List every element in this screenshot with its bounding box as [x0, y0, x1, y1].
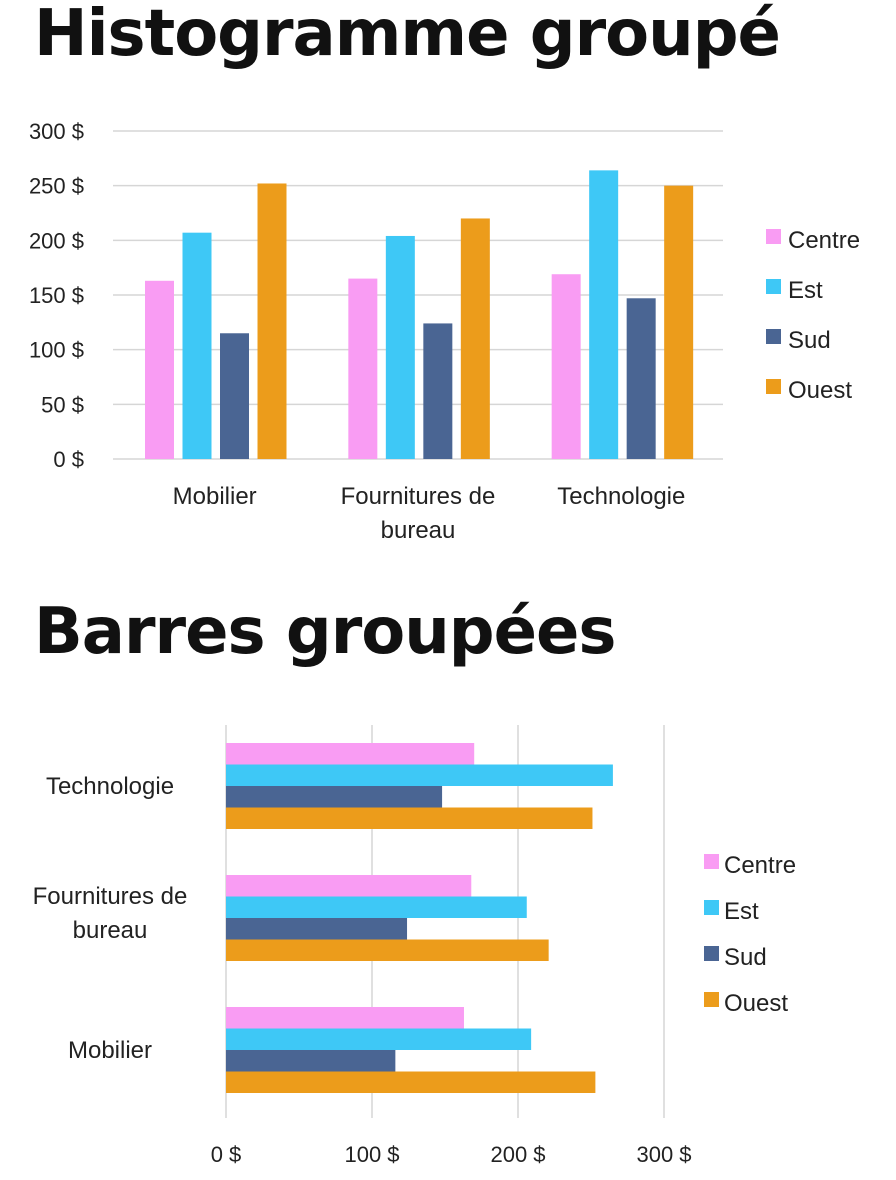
bar-fournitures-de-bureau-ouest — [226, 939, 549, 961]
y-category-label: Technologie — [46, 773, 174, 800]
bar-fournitures-de-bureau-sud — [226, 918, 408, 940]
bar-technologie-ouest — [664, 185, 694, 459]
legend-swatch-ouest — [766, 379, 781, 394]
bar-mobilier-ouest — [257, 183, 287, 459]
legend-label-est: Est — [788, 277, 823, 304]
y-tick-label: 200 $ — [29, 228, 84, 253]
legend-swatch-est — [704, 900, 719, 915]
x-category-label: Fournitures de bureau — [341, 483, 496, 544]
bar-mobilier-est — [226, 1028, 532, 1050]
bar-technologie-est — [589, 170, 619, 460]
legend-label-est: Est — [724, 898, 759, 925]
bar-fournitures-de-bureau-est — [385, 235, 415, 459]
bar-mobilier-centre — [226, 1007, 464, 1029]
legend-label-ouest: Ouest — [724, 990, 788, 1017]
x-tick-label: 100 $ — [344, 1142, 399, 1167]
bar-technologie-est — [226, 764, 613, 786]
bar-fournitures-de-bureau-est — [226, 896, 527, 918]
column-chart-title: Histogramme groupé — [34, 0, 781, 71]
bar-fournitures-de-bureau-sud — [423, 323, 453, 459]
legend-swatch-centre — [704, 854, 719, 869]
bar-technologie-centre — [551, 274, 581, 459]
bar-mobilier-sud — [226, 1050, 396, 1072]
x-category-label: Technologie — [557, 483, 685, 510]
bar-mobilier-est — [182, 232, 212, 459]
bar-technologie-centre — [226, 743, 475, 765]
y-tick-label: 100 $ — [29, 338, 84, 363]
legend-swatch-sud — [766, 329, 781, 344]
bar-technologie-sud — [626, 298, 656, 459]
legend-swatch-est — [766, 279, 781, 294]
legend-label-sud: Sud — [724, 944, 767, 971]
legend-swatch-sud — [704, 946, 719, 961]
y-tick-label: 300 $ — [29, 119, 84, 144]
bar-fournitures-de-bureau-ouest — [460, 218, 490, 459]
legend-swatch-centre — [766, 229, 781, 244]
legend-label-ouest: Ouest — [788, 377, 852, 404]
y-category-label: Mobilier — [68, 1037, 152, 1064]
bar-fournitures-de-bureau-centre — [226, 875, 472, 897]
legend-label-sud: Sud — [788, 327, 831, 354]
bar-mobilier-sud — [220, 333, 249, 459]
y-tick-label: 0 $ — [53, 447, 84, 472]
bar-technologie-sud — [226, 786, 443, 808]
x-category-label: Mobilier — [173, 483, 257, 510]
x-tick-label: 200 $ — [490, 1142, 545, 1167]
legend-swatch-ouest — [704, 992, 719, 1007]
bar-fournitures-de-bureau-centre — [348, 278, 378, 459]
bar-mobilier-ouest — [226, 1071, 596, 1093]
y-category-label: Fournitures de bureau — [33, 883, 188, 944]
grouped-column-chart: 0 $ 50 $ 100 $ 150 $ 200 $ 250 $ 300 $ Mobilier… — [29, 119, 860, 544]
y-tick-label: 150 $ — [29, 283, 84, 308]
legend-label-centre: Centre — [788, 227, 860, 254]
x-tick-label: 0 $ — [211, 1142, 242, 1167]
bar-chart-title: Barres groupées — [34, 595, 616, 669]
legend-label-centre: Centre — [724, 852, 796, 879]
y-tick-label: 250 $ — [29, 174, 84, 199]
x-tick-label: 300 $ — [636, 1142, 691, 1167]
grouped-bar-chart: 0 $ 100 $ 200 $ 300 $ Mobilier Fournitures de… — [33, 725, 796, 1167]
y-tick-label: 50 $ — [41, 392, 84, 417]
bar-mobilier-centre — [145, 280, 174, 459]
bar-technologie-ouest — [226, 807, 593, 829]
